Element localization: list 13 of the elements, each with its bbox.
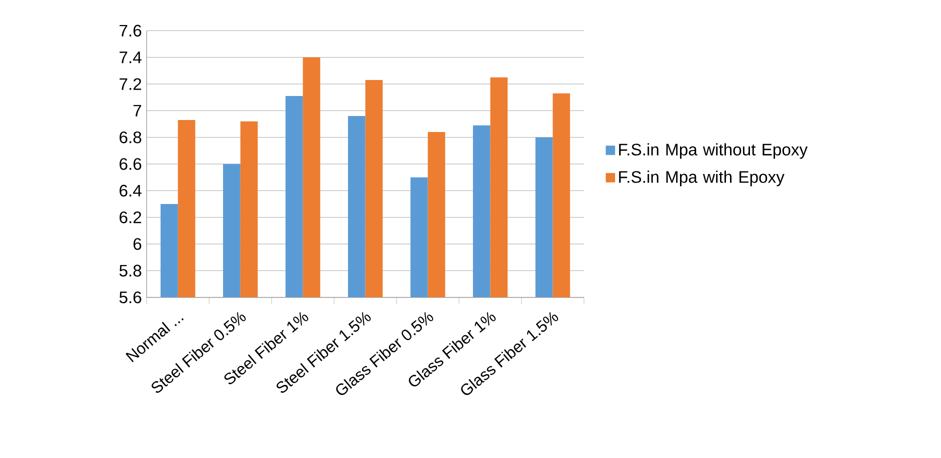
y-tick-label: 7.4 bbox=[120, 52, 142, 64]
y-tick-label: 6.2 bbox=[120, 211, 142, 224]
y-tick-label: 6 bbox=[134, 238, 142, 250]
y-tick-label: 6.4 bbox=[120, 184, 142, 197]
y-tick-label: 7.6 bbox=[120, 24, 142, 37]
legend-label: F.S.in Mpa without Epoxy bbox=[619, 143, 808, 159]
y-tick-label: 5.6 bbox=[119, 291, 142, 304]
y-tick-label: 6.6 bbox=[120, 158, 142, 170]
y-tick-label: 7.2 bbox=[120, 78, 142, 90]
y-tick-label: 6.8 bbox=[120, 131, 142, 144]
legend-label: F.S.in Mpa with Epoxy bbox=[619, 170, 784, 186]
y-tick-label: 7 bbox=[134, 104, 142, 116]
y-tick-label: 5.8 bbox=[119, 264, 142, 277]
